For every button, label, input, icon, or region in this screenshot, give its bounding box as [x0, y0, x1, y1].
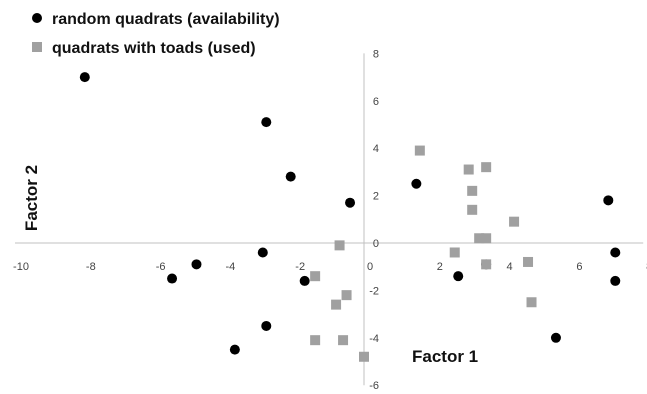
legend-marker-random [32, 13, 42, 23]
axes [15, 53, 644, 386]
data-point-toad-quadrat [509, 216, 520, 227]
data-point-random-quadrat [610, 247, 621, 258]
data-point-toad-quadrat [334, 240, 345, 251]
data-point-toad-quadrat [481, 233, 492, 244]
data-point-random-quadrat [191, 259, 202, 270]
data-point-random-quadrat [257, 247, 268, 258]
data-point-random-quadrat [345, 197, 356, 208]
legend-label-random: random quadrats (availability) [52, 11, 280, 28]
x-tick-label: -2 [295, 261, 305, 273]
data-point-toad-quadrat [331, 299, 342, 310]
data-points [79, 72, 621, 362]
y-axis-title: Factor 2 [22, 165, 41, 231]
data-point-toad-quadrat [341, 290, 352, 301]
data-point-toad-quadrat [449, 247, 460, 258]
data-point-toad-quadrat [310, 271, 321, 282]
data-point-random-quadrat [261, 320, 272, 331]
y-tick-label: 2 [373, 191, 379, 203]
data-point-random-quadrat [610, 275, 621, 286]
data-point-random-quadrat [167, 273, 178, 284]
x-tick-label: -6 [156, 261, 166, 273]
data-point-toad-quadrat [338, 335, 349, 346]
x-tick-label: 6 [576, 261, 582, 273]
x-axis-title: Factor 1 [412, 347, 478, 366]
data-point-random-quadrat [229, 344, 240, 355]
data-point-random-quadrat [550, 332, 561, 343]
x-tick-label: -10 [13, 261, 29, 273]
x-tick-label: -8 [86, 261, 96, 273]
x-tick-label: -4 [226, 261, 236, 273]
legend-label-toads: quadrats with toads (used) [52, 40, 256, 57]
data-point-random-quadrat [299, 275, 310, 286]
y-tick-labels: -6 -4 -2 0 2 4 6 8 [369, 48, 379, 392]
legend: random quadrats (availability) quadrats … [32, 11, 280, 57]
x-tick-label: 2 [437, 261, 443, 273]
data-point-random-quadrat [453, 271, 464, 282]
y-tick-label: -4 [369, 333, 379, 345]
data-point-toad-quadrat [481, 162, 492, 173]
data-point-random-quadrat [603, 195, 614, 206]
x-tick-label: 0 [367, 261, 373, 273]
data-point-toad-quadrat [310, 335, 321, 346]
data-point-random-quadrat [261, 117, 272, 128]
legend-marker-toads [32, 42, 42, 52]
y-tick-label: 4 [373, 143, 379, 155]
y-tick-label: -2 [369, 285, 379, 297]
data-point-toad-quadrat [474, 233, 485, 244]
x-tick-label: 4 [507, 261, 513, 273]
data-point-toad-quadrat [414, 145, 425, 156]
y-tick-label: -6 [369, 380, 379, 392]
data-point-toad-quadrat [467, 185, 478, 196]
data-point-toad-quadrat [463, 164, 474, 175]
data-point-random-quadrat [79, 72, 90, 83]
y-tick-label: 0 [373, 238, 379, 250]
data-point-toad-quadrat [526, 297, 537, 308]
data-point-toad-quadrat [359, 351, 369, 362]
y-tick-label: 6 [373, 96, 379, 108]
y-tick-label: 8 [373, 48, 379, 60]
data-point-random-quadrat [285, 171, 296, 182]
data-point-toad-quadrat [467, 204, 478, 215]
data-point-toad-quadrat [523, 256, 534, 267]
data-point-random-quadrat [411, 178, 422, 189]
data-point-toad-quadrat [481, 259, 492, 270]
